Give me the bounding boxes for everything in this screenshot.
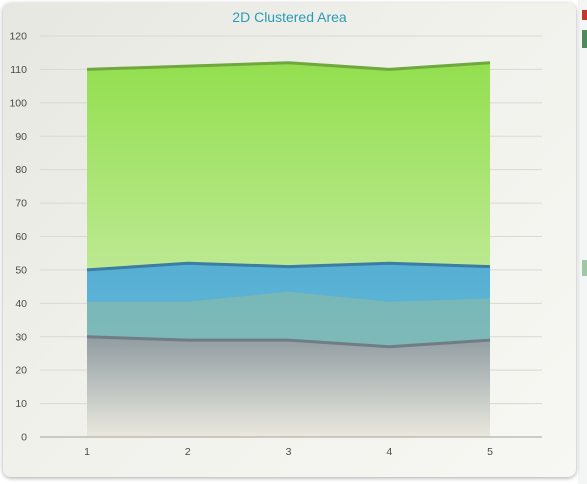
y-tick-label: 110 (10, 64, 27, 76)
chart-title: 2D Clustered Area (232, 9, 347, 25)
y-tick-label: 80 (15, 164, 27, 176)
x-tick-label: 4 (386, 446, 392, 458)
area-series-line (87, 291, 491, 305)
y-tick-label: 30 (15, 331, 27, 343)
area-series-line (86, 335, 491, 349)
background-window-accent (582, 10, 587, 20)
x-tick-label: 5 (487, 446, 493, 458)
y-tick-label: 90 (15, 131, 27, 143)
y-tick-label: 50 (15, 264, 27, 276)
area-series-group (86, 61, 491, 437)
y-tick-label: 60 (15, 231, 27, 243)
background-window-accent (582, 260, 587, 276)
y-tick-label: 70 (15, 198, 27, 210)
x-tick-label: 1 (84, 446, 90, 458)
chart-card: 2D Clustered Area 0 10 20 30 40 50 60 70 80 90 100… (3, 3, 576, 477)
background-window-edge (578, 0, 587, 484)
background-window-accent (582, 30, 587, 48)
axes: 0 10 20 30 40 50 60 70 80 90 100 110 120 1 2 3 4 5 (9, 31, 542, 458)
x-tick-label: 3 (286, 446, 292, 458)
area-chart: 0 10 20 30 40 50 60 70 80 90 100 110 120 1 2 3 4 5 (9, 31, 542, 458)
area-series-line (86, 261, 491, 272)
area-series-fill (87, 336, 490, 437)
y-tick-label: 120 (9, 31, 27, 43)
x-tick-label: 2 (185, 446, 191, 458)
y-tick-label: 40 (15, 298, 27, 310)
y-tick-label: 10 (15, 398, 27, 410)
y-tick-label: 20 (15, 365, 27, 377)
y-tick-label: 0 (21, 432, 27, 444)
area-series-line (86, 61, 491, 71)
y-tick-label: 100 (9, 97, 27, 109)
